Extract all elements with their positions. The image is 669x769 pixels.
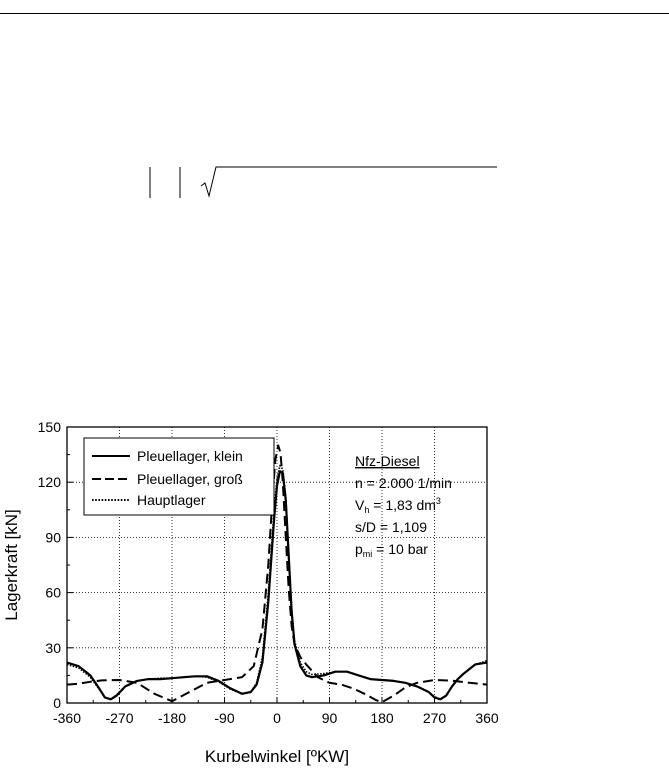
y-tick-label: 150: [38, 419, 62, 435]
series-lines: [66, 444, 488, 704]
y-tick-labels: 0 30 60 90 120 150: [38, 419, 62, 711]
y-tick-label: 0: [53, 695, 61, 711]
x-tick-label: -270: [105, 710, 133, 726]
y-axis-title: Lagerkraft [kN]: [2, 509, 21, 621]
x-tick-label: 270: [423, 710, 447, 726]
x-tick-label: 180: [370, 710, 394, 726]
legend-box: [83, 437, 275, 516]
ticks: [66, 426, 488, 704]
engine-pmi: pmi = 10 bar: [355, 541, 428, 559]
engine-displacement: Vh = 1,83 dm3: [355, 496, 441, 515]
engine-stroke-bore: s/D = 1,109: [355, 519, 427, 535]
x-tick-labels: -360 -270 -180 -90 0 90 180 270 360: [53, 710, 499, 726]
legend-label: Pleuellager, groß: [137, 471, 243, 487]
engine-info: Nfz-Diesel n = 2.000 1/min Vh = 1,83 dm3…: [355, 453, 452, 559]
y-tick-label: 120: [38, 474, 62, 490]
y-tick-label: 90: [45, 529, 61, 545]
sqrt-sign: [200, 166, 497, 198]
legend: Pleuellager, klein Pleuellager, groß Hau…: [83, 437, 275, 516]
x-tick-label: 90: [322, 710, 338, 726]
engine-speed: n = 2.000 1/min: [355, 475, 452, 491]
legend-label: Hauptlager: [137, 492, 206, 508]
engine-title: Nfz-Diesel: [355, 453, 420, 469]
y-tick-label: 30: [45, 640, 61, 656]
chart: -360 -270 -180 -90 0 90 180 270 360 0 30 60 90 120 15…: [2, 419, 499, 766]
x-tick-label: -360: [53, 710, 81, 726]
x-tick-label: -90: [214, 710, 234, 726]
x-tick-label: 360: [475, 710, 499, 726]
legend-label: Pleuellager, klein: [137, 448, 243, 464]
top-rule: [0, 13, 669, 14]
series-line-dashed: [66, 444, 488, 704]
y-tick-label: 60: [45, 585, 61, 601]
x-axis-title: Kurbelwinkel [ºKW]: [205, 747, 349, 766]
formula-fragment: [149, 166, 497, 198]
x-tick-label: -180: [158, 710, 186, 726]
x-tick-label: 0: [273, 710, 281, 726]
